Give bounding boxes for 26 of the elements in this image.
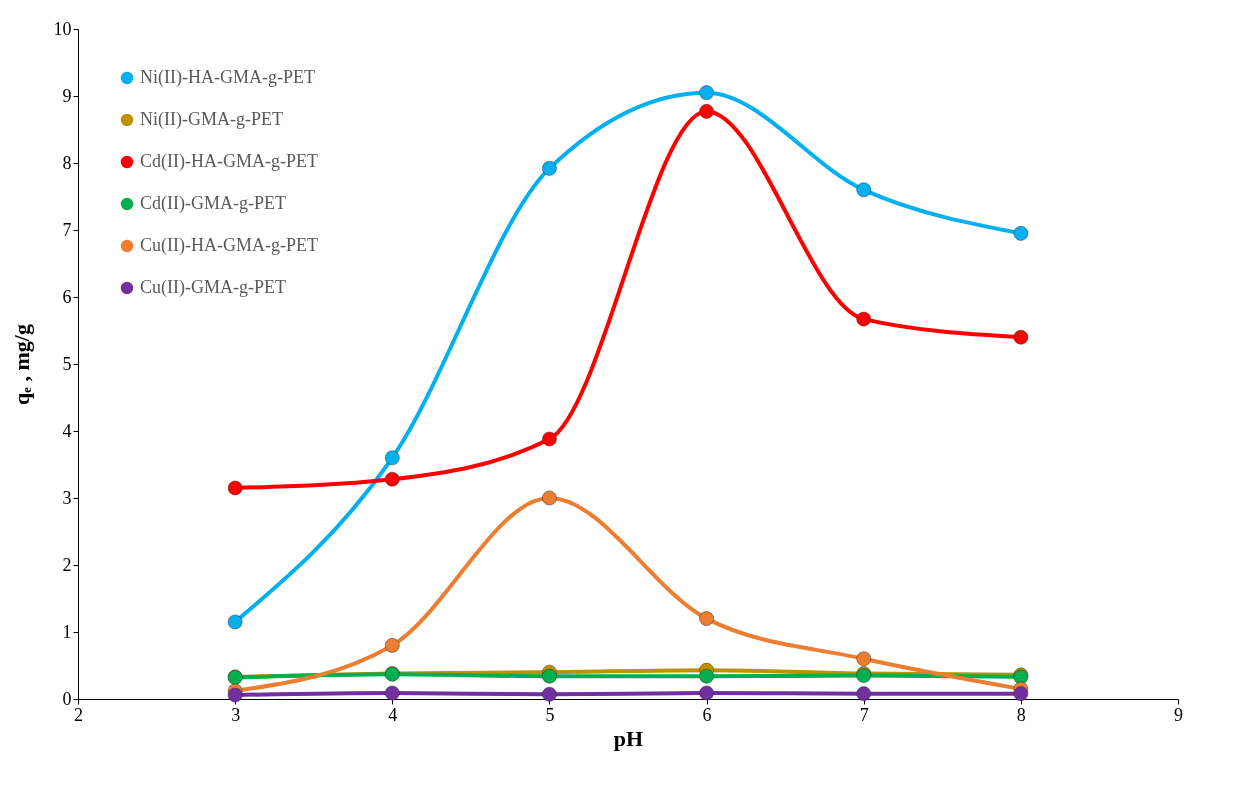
x-tick-label: 5: [545, 704, 555, 725]
legend-label: Ni(II)-HA-GMA-g-PET: [140, 67, 315, 88]
y-tick-label: 1: [62, 621, 72, 642]
x-tick-label: 3: [231, 704, 241, 725]
legend-label: Ni(II)-GMA-g-PET: [140, 109, 283, 130]
x-tick-label: 8: [1016, 704, 1026, 725]
x-tick-label: 9: [1174, 704, 1183, 725]
y-tick-label: 2: [62, 554, 72, 575]
x-axis-title: pH: [613, 725, 644, 751]
y-tick-label: 0: [62, 688, 72, 709]
legend-label: Cd(II)-GMA-g-PET: [140, 193, 286, 214]
y-tick-label: 7: [62, 219, 72, 240]
y-tick-label: 5: [62, 353, 72, 374]
y-tick-label: 8: [62, 152, 72, 173]
y-tick-label: 6: [62, 286, 72, 307]
y-tick-label: 9: [62, 85, 72, 106]
legend-label: Cd(II)-HA-GMA-g-PET: [140, 151, 318, 172]
x-tick-label: 7: [859, 704, 869, 725]
y-tick-label: 10: [53, 18, 72, 39]
legend-label: Cu(II)-GMA-g-PET: [140, 277, 286, 298]
y-tick-label: 4: [62, 420, 72, 441]
x-tick-label: 6: [702, 704, 712, 725]
x-tick-label: 4: [388, 704, 398, 725]
y-axis-title: qₑ , mg/g: [8, 324, 34, 405]
y-tick-label: 3: [62, 487, 72, 508]
legend-label: Cu(II)-HA-GMA-g-PET: [140, 235, 318, 256]
